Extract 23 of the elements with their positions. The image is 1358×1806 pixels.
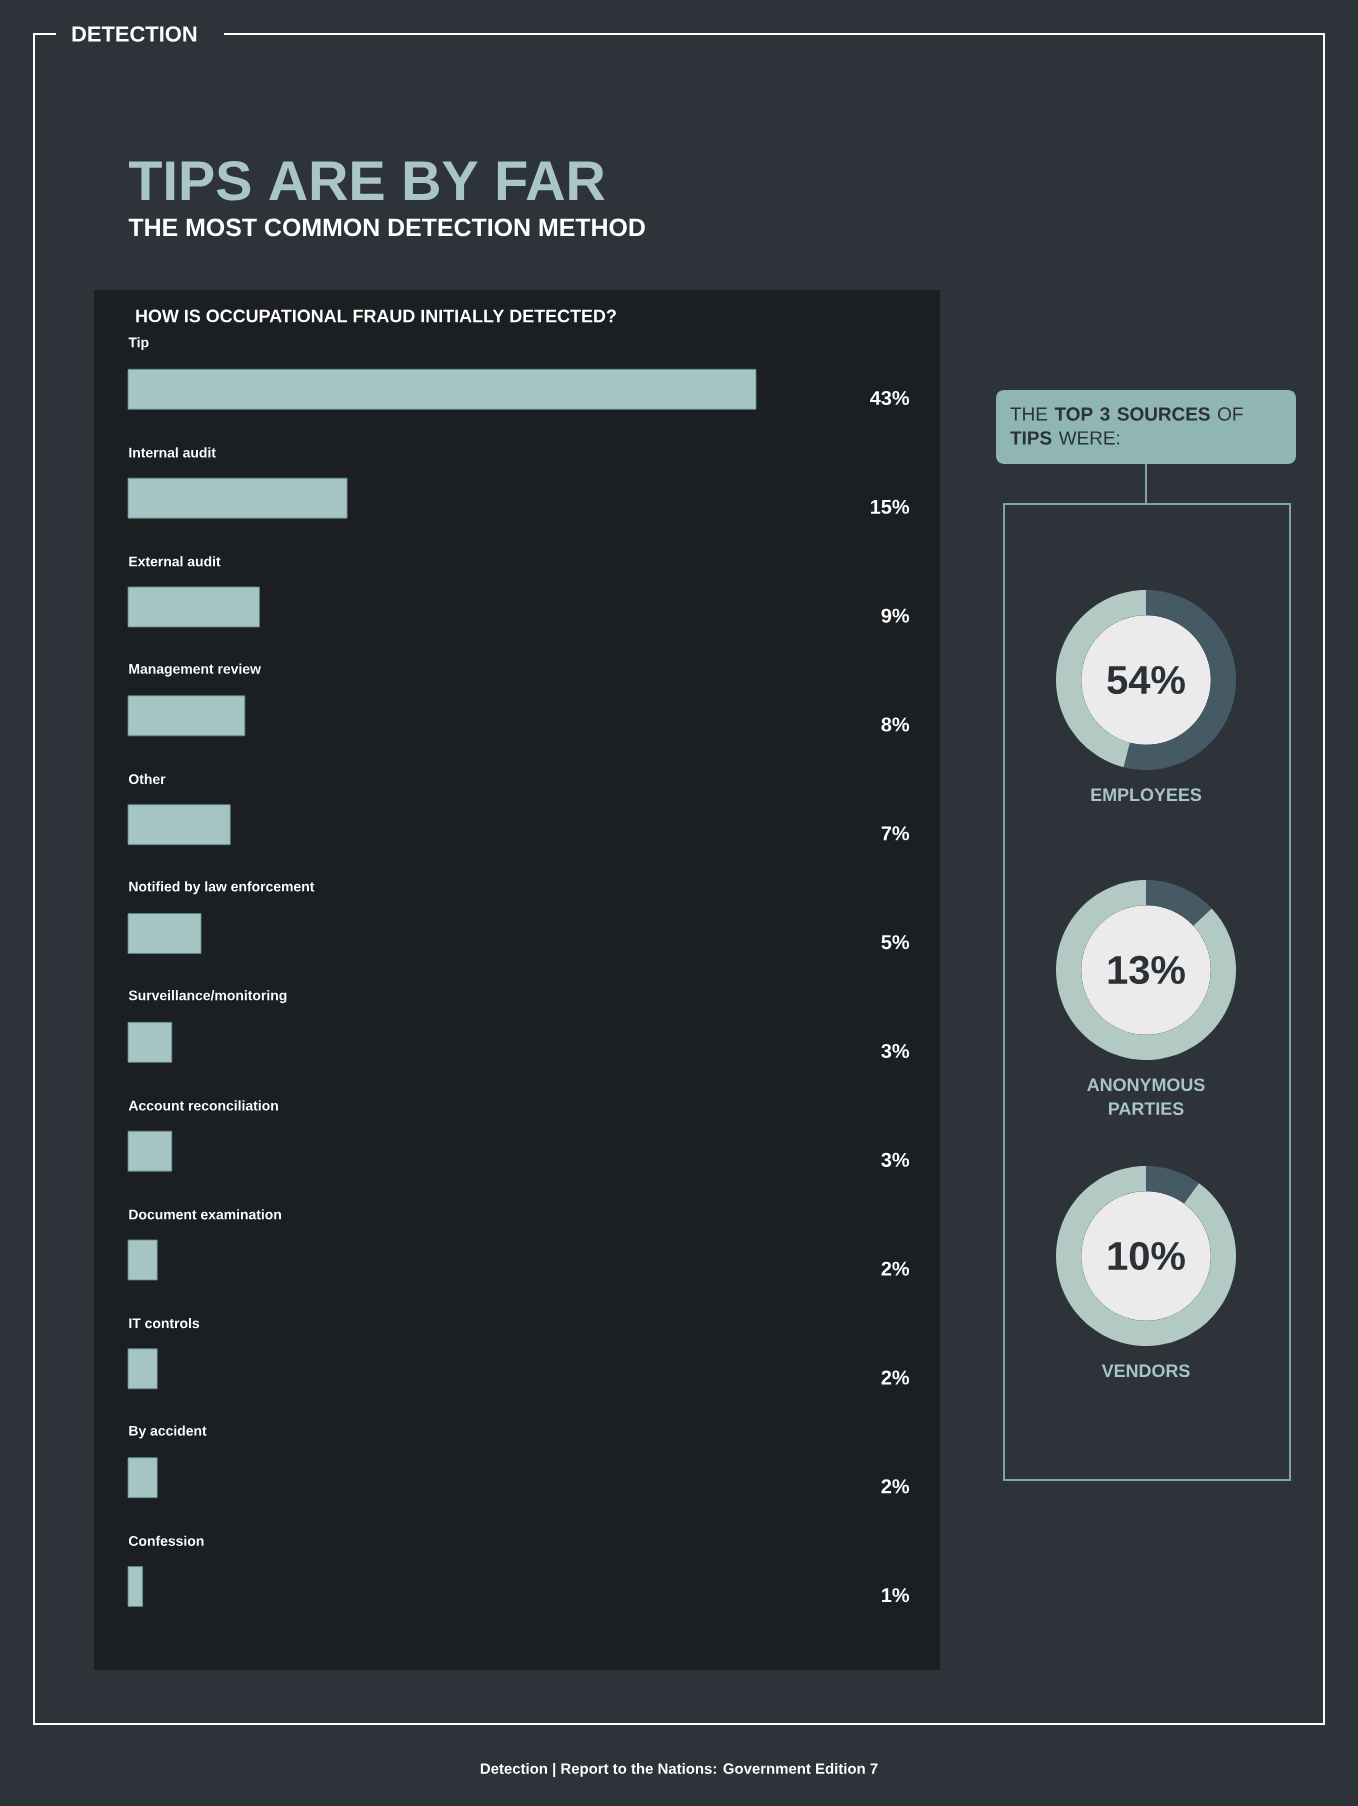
data-label: 8% [881, 717, 910, 732]
chart-subtitle: THE MOST COMMON DETECTION METHOD [128, 218, 645, 237]
chart-title: THE TOP 3 SOURCES OF TIPS WERE: [1010, 407, 1243, 445]
chart-title: TIPS ARE BY FAR [129, 161, 605, 201]
data-label: 3% [881, 1152, 910, 1167]
data-label: 3% [881, 1043, 910, 1059]
text: VENDORS [1101, 1364, 1190, 1378]
data-label: 1% [882, 1588, 910, 1603]
annotation: HOW IS OCCUPATIONAL FRAUD INITIALLY DETECTED? [136, 309, 616, 323]
data-label: 2% [881, 1370, 910, 1385]
data-label: 9% [881, 608, 910, 623]
data-label: 7% [881, 826, 910, 841]
text: EMPLOYEES [1091, 788, 1202, 802]
text: 54% [1107, 665, 1185, 695]
text: 10% [1108, 1241, 1185, 1271]
text: ANONYMOUS PARTIES [1087, 1078, 1205, 1116]
text: 13% [1108, 955, 1185, 985]
data-label: 2% [881, 1479, 910, 1494]
data-label: 2% [881, 1261, 910, 1276]
data-label: 43% [870, 390, 910, 406]
data-label: 15% [870, 499, 910, 514]
data-label: 5% [881, 935, 910, 950]
text: DETECTION [72, 26, 197, 42]
